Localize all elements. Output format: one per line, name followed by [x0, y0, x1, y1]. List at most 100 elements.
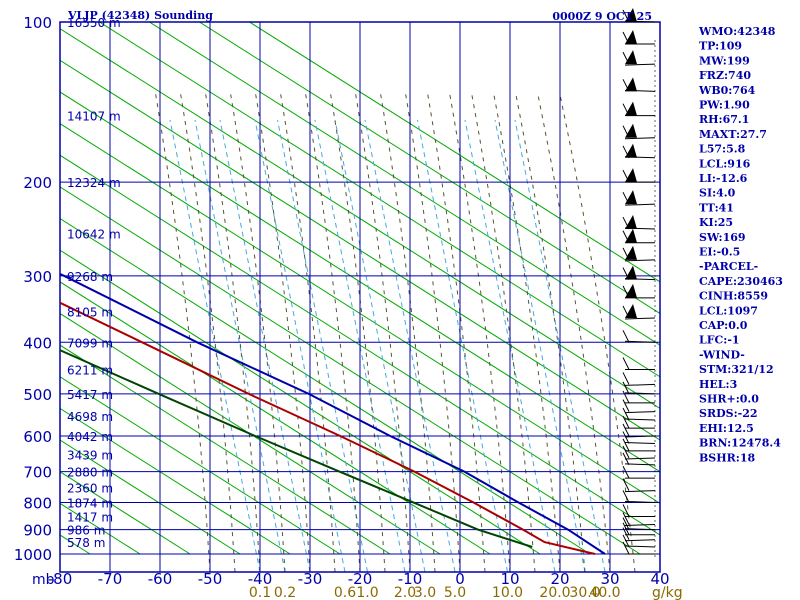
wind-barb-pennant [625, 245, 637, 260]
wind-barb-flag [622, 399, 630, 412]
wind-barb-flag [622, 504, 630, 517]
index-entry: WMO:42348 [698, 25, 776, 38]
wind-barb-flag [622, 534, 630, 548]
index-entry: SHR+:0.0 [699, 393, 759, 406]
wind-barb-pennant [625, 168, 637, 183]
height-label: 578 m [67, 536, 105, 550]
index-entry: SRDS:-22 [699, 407, 758, 420]
pressure-tick-label: 500 [23, 386, 52, 404]
dry-adiabat-line [60, 123, 660, 504]
index-entry: EHI:12.5 [699, 422, 754, 435]
moist-adiabat-line [354, 91, 411, 572]
height-label: 2360 m [67, 482, 113, 496]
dry-adiabat-line [60, 312, 441, 555]
wind-barb-flag [622, 517, 630, 530]
wind-barb-flag [622, 372, 630, 385]
dry-adiabat-line [60, 376, 341, 555]
wind-barb [624, 340, 656, 343]
dry-adiabat-line [60, 28, 660, 410]
moist-adiabat-line [426, 91, 486, 572]
wind-barb-pennant [625, 50, 637, 65]
wind-barb-flag [622, 381, 630, 395]
mixing-ratio-label: 10.0 [492, 585, 523, 600]
mixing-ratio-label: 1.0 [356, 585, 378, 600]
temperature-tick-label: 0 [455, 570, 465, 588]
pressure-tick-label: 600 [23, 428, 52, 446]
wind-barb-pennant [625, 123, 637, 138]
mixing-ratio-label: 5.0 [444, 585, 466, 600]
pressure-tick-label: 900 [23, 522, 52, 540]
height-label: 5417 m [67, 388, 113, 402]
profile-line-0 [60, 301, 596, 555]
mixing-ratio-label: 30.0 [569, 585, 600, 600]
mixing-ratio-line [464, 119, 556, 572]
dry-adiabat-line [60, 186, 641, 555]
index-entry: -WIND- [699, 348, 745, 361]
height-label: 12324 m [67, 176, 121, 190]
height-label: 4042 m [67, 430, 113, 444]
wind-barb [624, 463, 656, 466]
dry-adiabat-line [60, 407, 291, 555]
plot-frame [59, 21, 661, 573]
dry-adiabat-line [60, 439, 241, 555]
wind-barb-pennant [625, 283, 637, 298]
dry-adiabat-line [60, 281, 491, 555]
height-label: 3439 m [67, 448, 113, 462]
mixing-ratio-label: 20.0 [539, 585, 570, 600]
wind-barb-flag [622, 490, 630, 503]
wind-barb-flag [622, 522, 630, 535]
wind-barb-flag [622, 330, 630, 343]
wind-barbs [622, 8, 656, 560]
wind-barb-pennant [625, 265, 637, 280]
mixing-ratio-line [194, 119, 286, 572]
wind-barb-flag [622, 512, 630, 525]
dry-adiabat-line [248, 22, 660, 283]
mixing-ratio-line [169, 119, 261, 572]
wind-barb-flag [622, 390, 630, 404]
temperature-tick-label: -30 [298, 570, 323, 588]
index-entry: MW:199 [699, 54, 750, 67]
grid-clipped [60, 22, 660, 572]
height-label: 8105 m [67, 305, 113, 319]
mixing-ratio-line [254, 119, 346, 572]
mixing-ratio-label: 3.0 [414, 585, 436, 600]
height-label: 2880 m [67, 466, 113, 480]
dry-adiabat-line [148, 22, 660, 346]
wind-barb [624, 528, 656, 531]
temperature-tick-label: 20 [550, 570, 569, 588]
index-entry: CINH:8559 [699, 290, 768, 303]
temperature-tick-label: -50 [198, 570, 223, 588]
temperature-tick-label: -70 [98, 570, 123, 588]
mixing-ratio-label: 0.1 [249, 585, 271, 600]
index-entry: EI:-0.5 [699, 246, 740, 259]
wind-barb [624, 63, 656, 66]
wind-barb [624, 545, 656, 548]
wind-barb-flag [622, 357, 630, 370]
index-entry: PW:1.90 [699, 99, 750, 112]
index-entry: HEL:3 [699, 378, 737, 391]
wind-barb [624, 411, 656, 414]
mixing-ratio-label: 0.2 [274, 585, 296, 600]
dry-adiabat-line [60, 154, 660, 536]
wind-barb [624, 392, 656, 395]
wind-barb-flag [622, 431, 630, 444]
wind-barb-flag [622, 31, 630, 45]
index-entry: SW:169 [699, 231, 746, 244]
moist-adiabat-line [536, 91, 611, 572]
wind-barb [624, 137, 656, 140]
wind-barb-pennant [625, 77, 637, 92]
wind-barb-flag [622, 407, 630, 421]
pressure-tick-label: 800 [23, 494, 52, 512]
wind-barb-flag [622, 191, 630, 205]
pressure-unit-label: mb [32, 572, 55, 588]
wind-barb-flag [622, 51, 630, 65]
dry-adiabat-line [98, 22, 660, 378]
index-entry: LCL:916 [699, 157, 751, 170]
wind-barb [624, 523, 656, 526]
wind-barb-flag [622, 305, 630, 319]
index-entry: TT:41 [699, 201, 734, 214]
index-entry: STM:321/12 [699, 363, 774, 376]
